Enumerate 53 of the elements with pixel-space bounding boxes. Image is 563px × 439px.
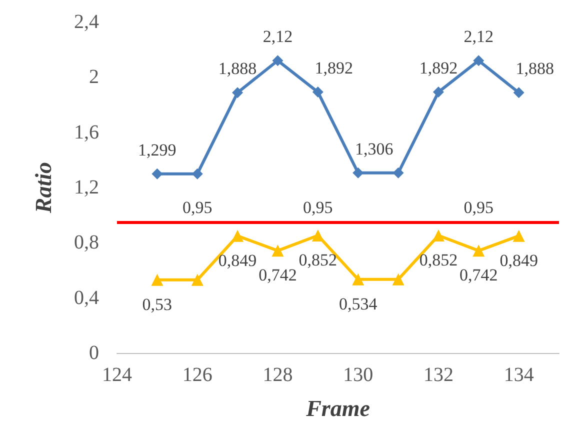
point [512,230,525,242]
data-label: 1,888 [218,59,257,78]
data-label: 0,849 [218,250,257,270]
point [192,168,203,180]
point [152,168,163,180]
y-tick-label: 2,4 [74,11,99,33]
point [232,87,244,98]
data-label: 2,12 [464,27,494,46]
data-label: 0,852 [419,250,458,270]
x-axis-title: Frame [305,396,370,421]
point [473,55,484,66]
y-tick-label: 2 [89,66,99,88]
data-label: 0,534 [338,294,378,314]
x-tick-label: 124 [102,364,132,386]
data-label: 0,53 [142,294,172,314]
data-label: 0,742 [258,266,297,285]
x-tick-label: 132 [423,364,454,386]
x-tick-label: 130 [343,364,374,386]
point [352,273,364,286]
data-label: 1,299 [138,140,176,160]
x-tick-label: 126 [182,364,212,386]
y-tick-label: 0,8 [74,232,99,254]
point [392,273,404,286]
data-label: 2,12 [262,27,293,46]
annotation: 0,95 [303,198,333,217]
y-tick-label: 1,2 [74,176,99,198]
point [272,55,284,66]
y-tick-label: 1,6 [74,121,99,144]
x-tick-label: 128 [262,364,293,386]
point [312,86,324,98]
y-axis-title: Ratio [31,162,56,214]
data-label: 1,888 [516,59,554,78]
data-label: 0,852 [298,250,338,270]
data-label: 0,742 [460,266,498,285]
point [432,86,444,98]
point [392,167,404,178]
annotation: 0,95 [182,198,212,217]
data-label: 1,306 [354,139,394,158]
point [232,230,244,242]
x-tick-label: 134 [504,364,534,386]
y-tick-label: 0,4 [74,286,99,309]
point [151,274,164,286]
data-label: 1,892 [419,58,458,78]
point [312,229,324,242]
point [191,274,204,286]
point [352,167,364,178]
point [472,244,485,257]
y-tick-label: 0 [89,342,99,364]
annotation: 0,95 [464,198,494,217]
point [513,87,524,98]
data-label: 1,892 [314,58,354,78]
data-label: 0,849 [500,250,538,270]
point [272,244,284,257]
